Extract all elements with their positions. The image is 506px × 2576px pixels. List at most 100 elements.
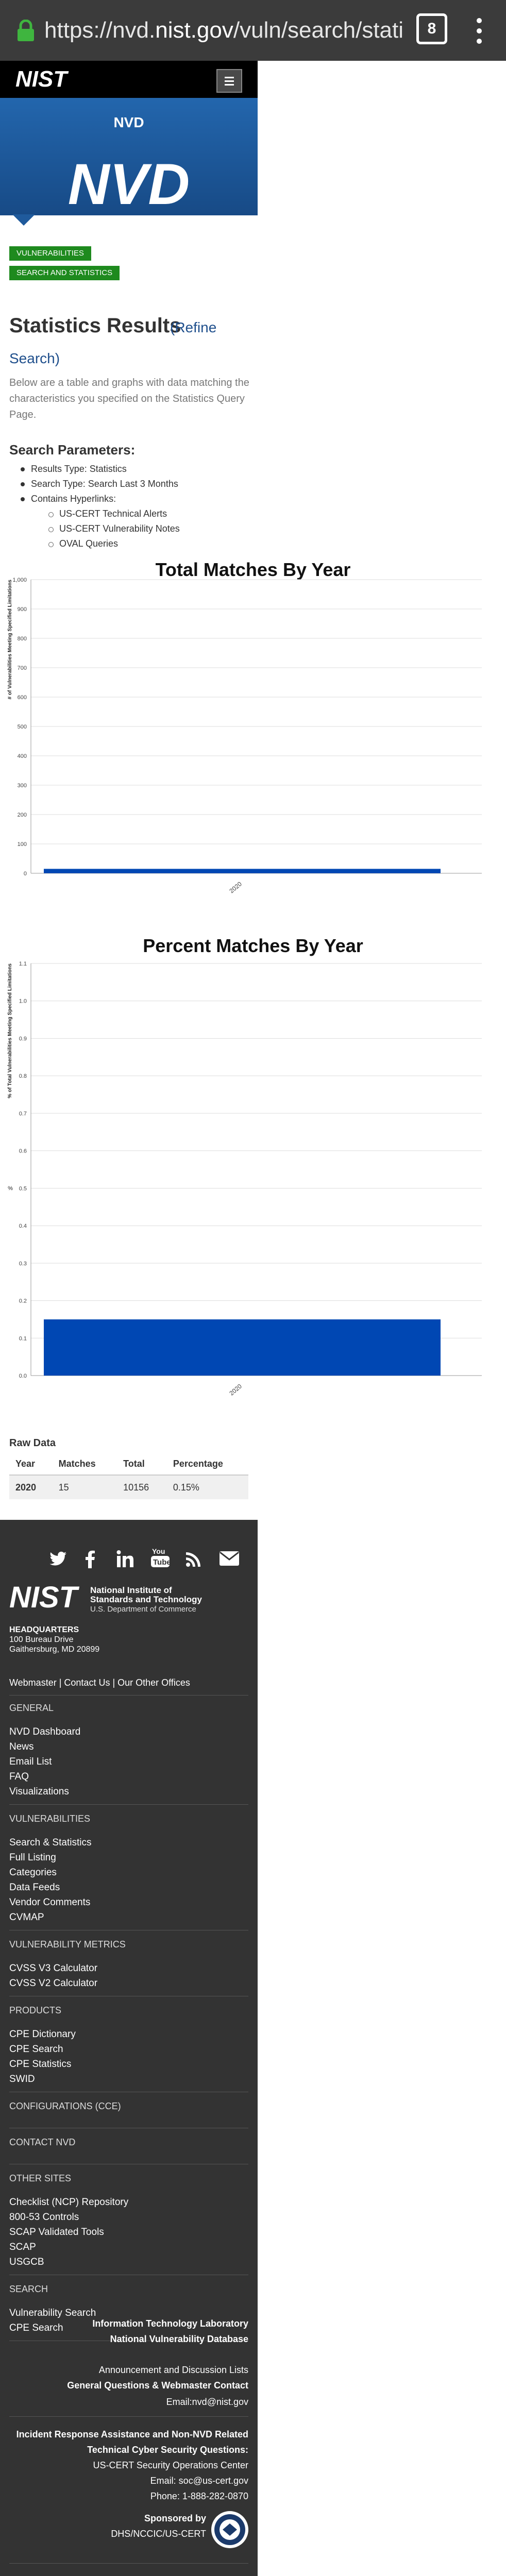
itl-link[interactable]: Information Technology Laboratory — [92, 2318, 248, 2329]
y-tick-label: 1.0 — [19, 998, 27, 1005]
footer-section-heading: SEARCH — [9, 2284, 48, 2294]
y-tick-label: 0.7 — [19, 1111, 27, 1117]
intro-text: Below are a table and graphs with data m… — [9, 377, 249, 420]
chart-total-matches: 0 100 200 300 400 500 600 700 800 900 1,000# of Vu… — [7, 577, 482, 894]
banner-pointer — [12, 214, 35, 226]
more-options-icon[interactable] — [474, 15, 484, 46]
footer-link[interactable]: Checklist (NCP) Repository — [9, 2197, 129, 2208]
twitter-icon[interactable] — [49, 1551, 68, 1567]
nist-footer-logo[interactable]: NIST — [9, 1581, 195, 1612]
y-tick-label: 0.8 — [19, 1073, 27, 1079]
rss-icon[interactable] — [185, 1551, 202, 1567]
dhs-seal-icon[interactable] — [210, 2510, 249, 2549]
incident-email[interactable]: Email: soc@us-cert.gov — [150, 2476, 248, 2486]
footer-divider — [9, 2416, 248, 2417]
general-questions-title: General Questions & Webmaster Contact — [67, 2380, 248, 2391]
footer-link[interactable]: NVD Dashboard — [9, 1726, 81, 1737]
footer-link[interactable]: Search & Statistics — [9, 1837, 92, 1848]
breadcrumb-vulnerabilities[interactable]: VULNERABILITIES — [9, 246, 91, 261]
footer-section-heading[interactable]: CONTACT NVD — [9, 2137, 76, 2147]
x-tick-label: 2020 — [228, 1382, 243, 1397]
contact-links: Webmaster | Contact Us | Our Other Offic… — [9, 1677, 190, 1688]
tab-count-button[interactable]: 8 — [416, 13, 447, 44]
y-axis-unit: % — [8, 1185, 13, 1192]
email-icon[interactable] — [219, 1551, 240, 1566]
youtube-icon[interactable]: You Tube — [151, 1547, 170, 1568]
footer-link[interactable]: Full Listing — [9, 1852, 56, 1863]
footer-link[interactable]: Visualizations — [9, 1786, 69, 1797]
svg-text:NIST: NIST — [9, 1581, 80, 1612]
footer-link[interactable]: USGCB — [9, 2257, 44, 2267]
refine-search-link[interactable]: (Refine — [170, 319, 217, 335]
svg-text:NVD: NVD — [68, 155, 190, 211]
y-tick-label: 0.3 — [19, 1261, 27, 1267]
footer-link[interactable]: FAQ — [9, 1771, 29, 1782]
raw-data-table: Year Matches Total Percentage 2020 15 10… — [9, 1453, 248, 1499]
bar — [44, 869, 441, 873]
footer-link[interactable]: Vulnerability Search — [9, 2308, 96, 2318]
linkedin-icon[interactable] — [116, 1550, 134, 1568]
footer-link[interactable]: CPE Search — [9, 2323, 63, 2333]
svg-text:NIST: NIST — [15, 66, 69, 91]
nvd-logo[interactable]: NVD — [46, 155, 211, 211]
page-title: Statistics Results — [9, 314, 181, 337]
footer-link[interactable]: CPE Search — [9, 2044, 63, 2055]
contact-us-link[interactable]: Contact Us — [64, 1677, 110, 1688]
announcement-link[interactable]: Announcement and Discussion Lists — [98, 2365, 248, 2375]
footer-link[interactable]: Email List — [9, 1756, 52, 1767]
footer-link[interactable]: CPE Dictionary — [9, 2029, 76, 2040]
y-tick-label: 1.1 — [19, 961, 27, 967]
search-parameters-list: Results Type: Statistics Search Type: Se… — [21, 462, 258, 551]
sponsored-by-label: Sponsored by — [144, 2513, 206, 2523]
general-questions-email[interactable]: Email:nvd@nist.gov — [166, 2397, 248, 2407]
y-tick-label: 0.6 — [19, 1148, 27, 1155]
footer-link[interactable]: SCAP — [9, 2242, 36, 2252]
refine-search-link-continued[interactable]: Search) — [9, 350, 60, 366]
address-bar[interactable]: https://nvd.nist.gov/vuln/search/stati — [44, 18, 404, 43]
table-row: 2020 15 10156 0.15% — [9, 1475, 248, 1499]
y-tick-label: 300 — [18, 783, 27, 789]
y-tick-label: 400 — [18, 753, 27, 759]
other-offices-link[interactable]: Our Other Offices — [117, 1677, 190, 1688]
x-tick-label: 2020 — [228, 880, 243, 894]
footer-link[interactable]: CPE Statistics — [9, 2059, 72, 2070]
footer-link[interactable]: SWID — [9, 2074, 35, 2084]
y-tick-label: 0.9 — [19, 1036, 27, 1042]
lock-icon[interactable] — [15, 20, 36, 41]
table-header-row: Year Matches Total Percentage — [9, 1453, 248, 1476]
footer-link[interactable]: Vendor Comments — [9, 1897, 91, 1908]
footer-divider — [9, 2563, 248, 2564]
param-hyperlink-alerts: US-CERT Technical Alerts — [31, 506, 258, 521]
footer-link[interactable]: CVMAP — [9, 1912, 44, 1923]
incident-title-2: Technical Cyber Security Questions: — [87, 2445, 248, 2455]
nvd-link[interactable]: National Vulnerability Database — [110, 2334, 248, 2344]
footer-link[interactable]: Data Feeds — [9, 1882, 60, 1893]
footer-link[interactable]: 800-53 Controls — [9, 2212, 79, 2223]
svg-text:You: You — [152, 1547, 165, 1555]
cell-matches: 15 — [52, 1475, 117, 1499]
footer-link[interactable]: Categories — [9, 1867, 57, 1878]
facebook-icon[interactable] — [85, 1550, 95, 1568]
footer-link[interactable]: CVSS V3 Calculator — [9, 1963, 98, 1974]
breadcrumb-search-statistics[interactable]: SEARCH AND STATISTICS — [9, 266, 120, 280]
nist-name-line-1: National Institute of — [90, 1585, 172, 1595]
y-tick-label: 0.4 — [19, 1223, 27, 1229]
footer-link[interactable]: CVSS V2 Calculator — [9, 1978, 98, 1989]
webmaster-link[interactable]: Webmaster — [9, 1677, 57, 1688]
nist-logo[interactable]: NIST — [15, 66, 88, 91]
footer-section-heading[interactable]: CONFIGURATIONS (CCE) — [9, 2101, 121, 2111]
menu-icon[interactable] — [216, 69, 242, 93]
banner-title: NVD — [113, 114, 144, 130]
footer-link[interactable]: SCAP Validated Tools — [9, 2227, 104, 2238]
y-tick-label: 100 — [18, 841, 27, 848]
footer-section-heading: VULNERABILITY METRICS — [9, 1939, 126, 1950]
y-axis-label: % of Total Vulnerabilities Meeting Speci… — [7, 963, 13, 1098]
footer-link[interactable]: News — [9, 1741, 34, 1752]
browser-toolbar — [0, 0, 506, 61]
y-tick-label: 0.0 — [19, 1373, 27, 1379]
y-axis-label: # of Vulnerabilities Meeting Specified L… — [7, 580, 13, 700]
incident-title-1: Incident Response Assistance and Non-NVD… — [16, 2429, 248, 2439]
param-hyperlink-oval: OVAL Queries — [31, 536, 258, 551]
footer-section-heading: OTHER SITES — [9, 2173, 72, 2183]
hq-address-2: Gaithersburg, MD 20899 — [9, 1645, 100, 1654]
